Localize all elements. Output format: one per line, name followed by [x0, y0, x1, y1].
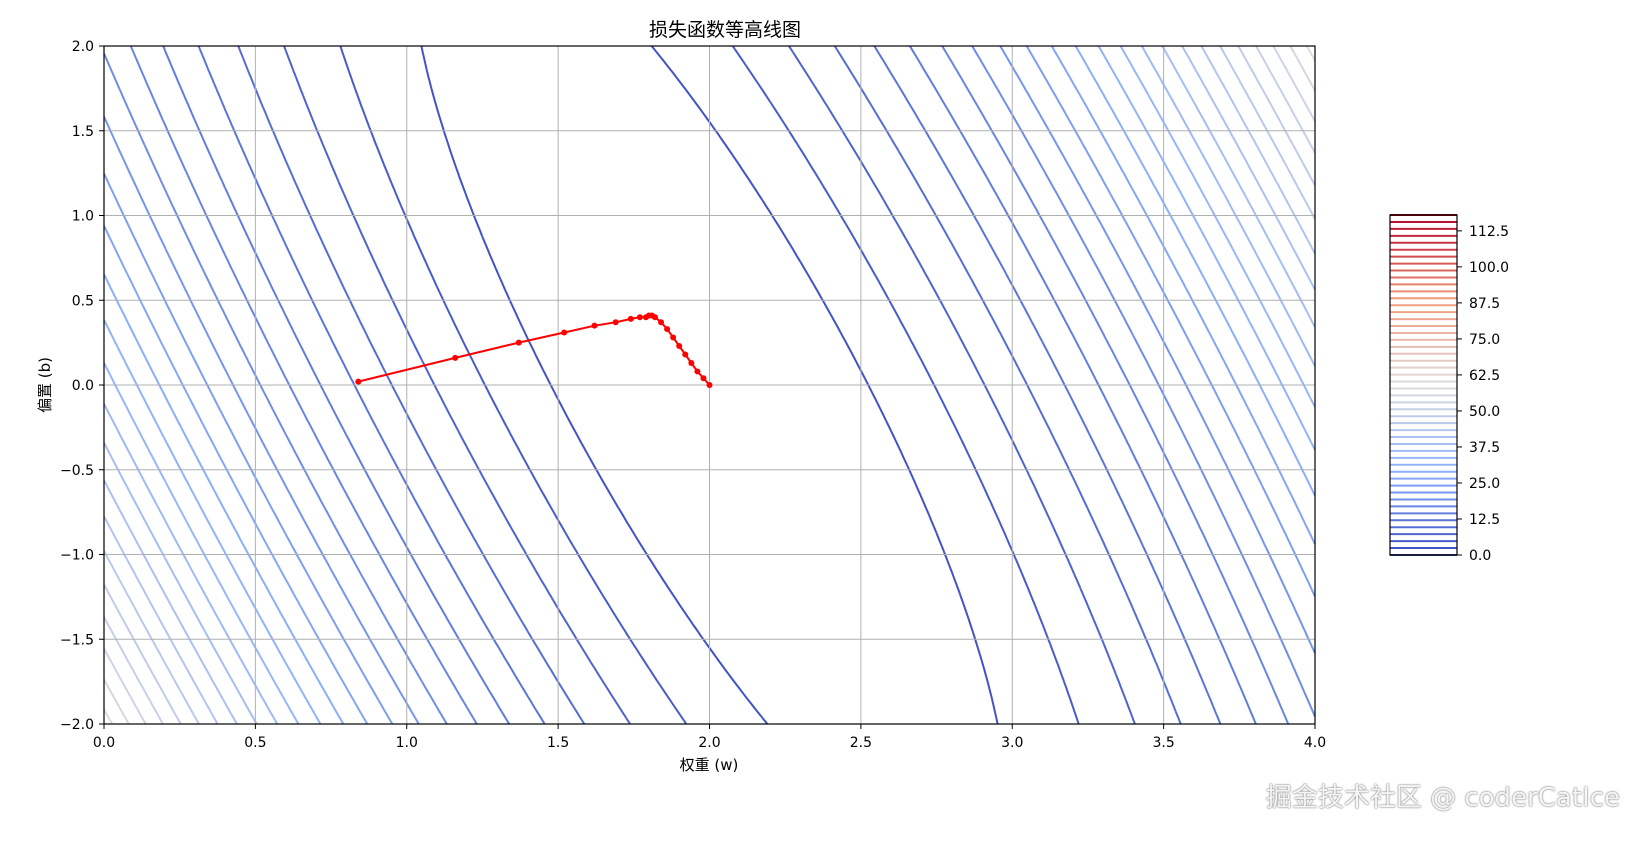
contour-line-2 — [339, 45, 1080, 725]
colorbar-tick-label: 12.5 — [1469, 512, 1500, 528]
contour-line-1 — [420, 45, 999, 725]
contour-line-14 — [103, 45, 1316, 725]
path-point — [652, 314, 659, 321]
x-tick-label: 2.0 — [698, 735, 720, 751]
x-tick-label: 1.0 — [396, 735, 418, 751]
colorbar-tick-label: 50.0 — [1469, 404, 1500, 420]
path-point — [688, 359, 695, 366]
path-point — [694, 368, 701, 375]
x-tick-label: 3.0 — [1001, 735, 1023, 751]
path-point — [706, 382, 713, 388]
contour-line-5 — [197, 45, 1222, 725]
x-axis-ticks: 0.0 0.5 1.0 1.5 2.0 2.5 3.0 3.5 4.0 — [93, 724, 1326, 751]
contour-line-9 — [103, 45, 1316, 725]
path-point — [636, 314, 643, 321]
x-tick-label: 3.5 — [1152, 735, 1174, 751]
path-point — [452, 354, 459, 361]
colorbar: 0.0 12.5 25.0 37.5 50.0 62.5 75.0 87.5 100.0 112.… — [1389, 214, 1509, 564]
colorbar-tick-label: 37.5 — [1469, 440, 1500, 456]
x-tick-label: 4.0 — [1304, 735, 1326, 751]
y-axis-label: 偏置 (b) — [36, 357, 54, 413]
colorbar-tick-label: 100.0 — [1469, 260, 1509, 276]
contour-line-12 — [103, 45, 1316, 725]
contour-line-4 — [237, 45, 1182, 725]
path-point — [682, 351, 689, 358]
chart-title: 损失函数等高线图 — [649, 19, 801, 41]
contour-line-18 — [103, 45, 1316, 725]
path-point — [664, 326, 671, 333]
y-tick-label: −0.5 — [60, 463, 94, 479]
contour-line-20 — [103, 45, 1316, 725]
y-tick-label: 1.5 — [72, 124, 94, 140]
path-point — [670, 334, 677, 341]
contour-line-7 — [129, 45, 1290, 725]
x-axis-label: 权重 (w) — [680, 756, 739, 774]
contour-line-10 — [103, 45, 1316, 725]
y-tick-label: −2.0 — [60, 717, 94, 733]
y-tick-label: 1.0 — [72, 209, 94, 225]
watermark: 掘金技术社区 @ coderCatIce — [1265, 783, 1620, 813]
colorbar-tick-label: 87.5 — [1469, 296, 1500, 312]
colorbar-frame — [1389, 214, 1458, 556]
y-tick-label: −1.5 — [60, 632, 94, 648]
contour-line-6 — [162, 45, 1257, 725]
contour-line-8 — [103, 45, 1316, 725]
contour-line-22 — [103, 45, 1316, 725]
y-tick-label: 2.0 — [72, 39, 94, 55]
contour-line-17 — [103, 45, 1316, 725]
y-tick-label: 0.0 — [72, 378, 94, 394]
y-tick-label: 0.5 — [72, 293, 94, 309]
contour-line-23 — [103, 45, 1316, 725]
colorbar-tick-label: 75.0 — [1469, 332, 1500, 348]
contour-line-21 — [103, 45, 1316, 725]
contour-line-19 — [103, 45, 1316, 725]
path-point — [676, 343, 683, 350]
x-tick-label: 0.0 — [93, 735, 115, 751]
path-point — [355, 378, 362, 385]
colorbar-tick-label: 25.0 — [1469, 476, 1500, 492]
x-tick-label: 0.5 — [244, 735, 266, 751]
path-point — [515, 339, 522, 346]
path-point — [591, 322, 598, 329]
path-point — [627, 315, 634, 322]
contour-line-13 — [103, 45, 1316, 725]
contour-line-16 — [103, 45, 1316, 725]
optimization-path — [355, 312, 713, 388]
x-tick-label: 2.5 — [850, 735, 872, 751]
path-point — [561, 329, 568, 336]
x-tick-label: 1.5 — [547, 735, 569, 751]
contour-line-11 — [103, 45, 1316, 725]
contour-lines — [103, 45, 1316, 725]
path-point — [612, 319, 619, 326]
colorbar-tick-label: 112.5 — [1469, 224, 1509, 240]
y-axis-ticks: −2.0 −1.5 −1.0 −0.5 0.0 0.5 1.0 1.5 2.0 — [60, 39, 104, 733]
y-tick-label: −1.0 — [60, 548, 94, 564]
colorbar-tick-label: 62.5 — [1469, 368, 1500, 384]
path-point — [658, 319, 665, 326]
colorbar-tick-label: 0.0 — [1469, 548, 1491, 564]
path-point — [700, 375, 707, 382]
contour-line-15 — [103, 45, 1316, 725]
contour-line-3 — [283, 45, 1136, 725]
